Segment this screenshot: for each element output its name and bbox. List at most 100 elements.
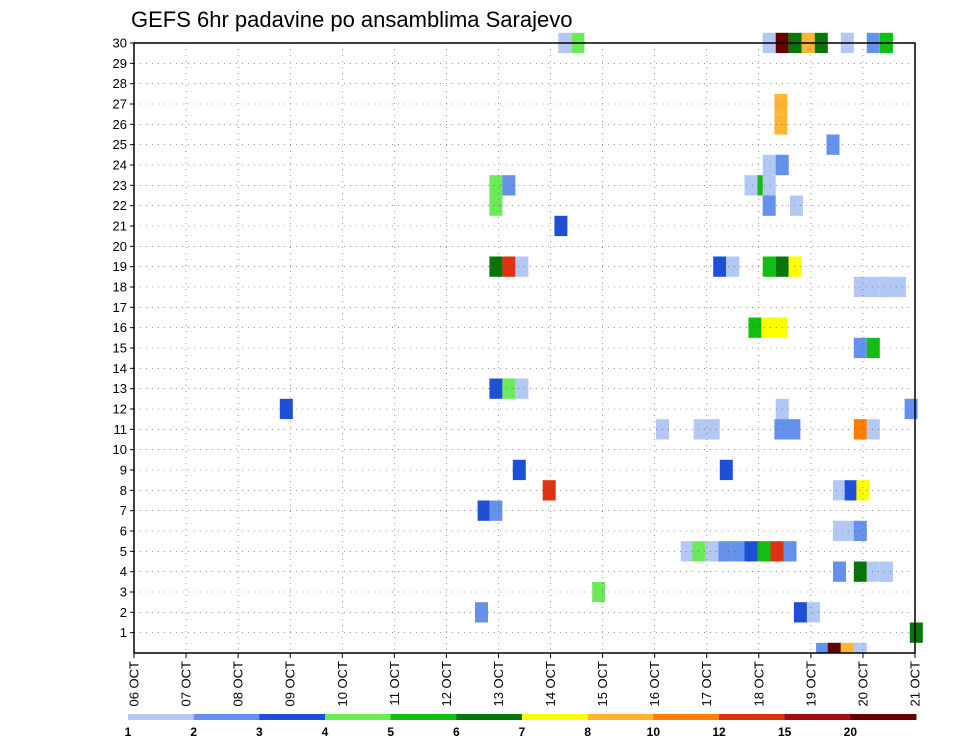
cell-m5-s46.9 [744, 541, 758, 562]
cell-m19-s50.3 [788, 256, 802, 277]
cell-m16-s48.2 [761, 317, 775, 338]
ytick-label-6: 6 [120, 524, 127, 539]
cell-m1-s59.6 [909, 622, 923, 643]
grid-lines [134, 42, 915, 653]
cell-extra-m18-s57.3 [879, 276, 893, 298]
cell-m12-s11.2 [279, 398, 293, 420]
cell-m5-s44.9 [718, 541, 732, 562]
ytick-label-30: 30 [113, 36, 127, 51]
cell-m27-s49.2 [774, 93, 788, 115]
xtick-label-10: 16 OCT [647, 661, 662, 707]
xtick-label-4: 10 OCT [335, 661, 350, 707]
cell-m24-s48.3 [762, 154, 776, 176]
colorbar-swatch-0 [128, 714, 195, 720]
chart-title: GEFS 6hr padavine po ansamblima Sarajevo [131, 7, 572, 32]
colorbar-label-10: 10 [647, 725, 661, 739]
cell-m26-s49.2 [774, 114, 788, 135]
colorbar-label-5: 5 [387, 725, 394, 739]
heatmap-cells [279, 32, 923, 653]
ytick-label-16: 16 [113, 320, 127, 335]
colorbar-swatch-1 [193, 714, 260, 720]
colorbar-label-1: 1 [125, 725, 132, 739]
colorbar-swatch-7 [587, 714, 654, 720]
cell-m23-s28.3 [502, 175, 516, 196]
cell-m23-s27.3 [489, 175, 503, 196]
cell-base-s55.3 [853, 642, 867, 653]
ytick-label-1: 1 [120, 625, 127, 640]
ytick-label-7: 7 [120, 503, 127, 518]
cell-m11-s56.3 [866, 419, 880, 440]
colorbar-swatch-4 [390, 714, 457, 720]
cell-m8-s53.7 [833, 480, 846, 501]
ytick-label-5: 5 [120, 544, 127, 559]
xtick-label-12: 18 OCT [751, 661, 766, 707]
colorbar-label-6: 6 [453, 725, 460, 739]
cell-m13-s28.3 [502, 378, 516, 399]
cell-m5-s42 [680, 541, 694, 562]
cell-base-s53.3 [827, 642, 841, 653]
ytick-label-27: 27 [113, 97, 127, 112]
colorbar-label-4: 4 [322, 725, 329, 739]
cell-m22-s27.3 [489, 195, 503, 216]
cell-m13-s27.3 [489, 378, 503, 399]
ytick-label-21: 21 [113, 219, 127, 234]
x-axis: 06 OCT 07 OCT 08 OCT 09 OCT 10 OCT 11 OCT 12 O… [127, 653, 923, 707]
xtick-label-1: 07 OCT [179, 661, 194, 707]
colorbar-swatch-8 [653, 714, 720, 720]
cell-m19-s28.3 [502, 256, 516, 277]
colorbar-swatch-9 [719, 714, 786, 720]
cell-m11-s50.2 [787, 419, 801, 440]
cell-m8-s54.6 [844, 480, 858, 501]
xtick-label-14: 20 OCT [855, 661, 870, 707]
cell-extra-m4-s57.3 [879, 561, 893, 582]
colorbar-swatch-6 [522, 714, 589, 720]
colorbar-swatch-2 [259, 714, 326, 720]
cell-extra-m6-s53.7 [833, 520, 846, 542]
ytick-label-3: 3 [120, 585, 127, 600]
cell-m9-s29.1 [512, 459, 526, 481]
cell-m2-s26.2 [475, 602, 488, 623]
xtick-label-6: 12 OCT [439, 661, 454, 707]
xtick-label-5: 11 OCT [387, 661, 402, 706]
cell-m16-s47.2 [748, 317, 762, 338]
xtick-label-15: 21 OCT [908, 661, 923, 707]
ytick-label-20: 20 [113, 239, 127, 254]
cell-m18-s56.3 [866, 276, 880, 298]
cell-base-s52.4 [816, 642, 830, 653]
cell-m23-s48.3 [762, 175, 776, 196]
colorbar-swatch-11 [850, 714, 917, 720]
cell-m11-s44 [706, 419, 720, 440]
ytick-label-11: 11 [114, 422, 128, 437]
cell-m19-s48.3 [762, 256, 776, 277]
ytick-label-14: 14 [113, 361, 127, 376]
colorbar-label-15: 15 [778, 725, 792, 739]
colorbar-label-8: 8 [584, 725, 591, 739]
cell-m5-s49.9 [783, 541, 797, 562]
ytick-label-10: 10 [113, 442, 127, 457]
cell-m7-s27.3 [489, 500, 503, 521]
cell-m25-s53.2 [826, 134, 840, 155]
colorbar-label-3: 3 [256, 725, 263, 739]
cell-m23-s46.9 [744, 175, 758, 196]
colorbar-swatch-10 [784, 714, 851, 720]
ytick-label-19: 19 [113, 259, 127, 274]
ytick-label-8: 8 [120, 483, 127, 498]
cell-m19-s45.5 [726, 256, 740, 277]
cell-m3-s35.2 [592, 581, 606, 603]
cell-m15-s56.3 [866, 337, 880, 359]
cell-m22-s50.4 [790, 195, 803, 216]
xtick-label-11: 17 OCT [699, 661, 714, 707]
ytick-label-4: 4 [120, 564, 127, 579]
ytick-label-23: 23 [113, 178, 127, 193]
cell-m7-s26.4 [477, 500, 491, 521]
xtick-label-3: 09 OCT [283, 661, 298, 707]
xtick-label-2: 08 OCT [231, 661, 246, 707]
ytick-label-29: 29 [113, 56, 127, 71]
y-axis: 1234567891011121314151617181920212223242… [113, 36, 134, 640]
xtick-label-9: 15 OCT [595, 661, 610, 707]
cell-m22-s48.3 [762, 195, 776, 216]
cell-m19-s27.3 [489, 256, 503, 277]
cell-m19-s29.3 [515, 256, 529, 277]
cell-m8-s31.4 [542, 480, 556, 501]
